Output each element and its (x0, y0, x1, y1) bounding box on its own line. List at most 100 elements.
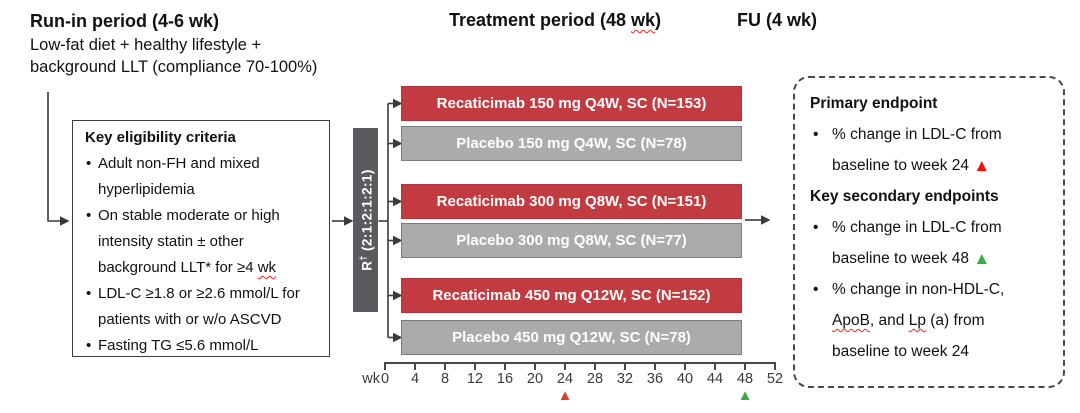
axis-tick-label: 4 (410, 371, 420, 387)
bullet-icon: • (813, 126, 819, 143)
bullet-icon: • (86, 207, 92, 224)
arm-bar-recaticimab-150mg-q4w: Recaticimab 150 mg Q4W, SC (N=153) (401, 86, 742, 121)
endpoint-text-wavy: ApoB (832, 312, 870, 329)
eligibility-text: background LLT* for ≥4 (98, 259, 258, 276)
eligibility-text: hyperlipidemia (98, 181, 195, 198)
runin-subtitle-line1: Low-fat diet + healthy lifestyle + (30, 36, 262, 54)
arm-bar-placebo-300mg-q8w: Placebo 300 mg Q8W, SC (N=77) (401, 223, 742, 258)
axis-tick (444, 362, 446, 370)
secondary-endpoints-title: Key secondary endpoints (810, 188, 999, 205)
axis-tick (504, 362, 506, 370)
randomization-label: R† (2:1:2:1:2:1) (357, 169, 374, 270)
axis-tick-label: 32 (616, 371, 634, 387)
randomization-bar: R† (2:1:2:1:2:1) (353, 128, 378, 312)
primary-endpoint-title: Primary endpoint (810, 95, 938, 112)
runin-elbow-arrow (47, 92, 70, 226)
eligibility-text: Adult non-FH and mixed (98, 155, 260, 172)
eligibility-criteria-box: Key eligibility criteria • Adult non-FH a… (72, 120, 330, 357)
endpoint-line: ApoB, and Lp (a) from (810, 305, 1055, 336)
treatment-period-header: Treatment period (48 wk) (415, 10, 695, 31)
eligibility-line: • On stable moderate or high (85, 203, 323, 229)
axis-tick (474, 362, 476, 370)
axis-tick (744, 362, 746, 370)
endpoint-text: % change in non-HDL-C, (832, 281, 1005, 298)
red-triangle-icon: ▲ (973, 156, 991, 175)
runin-title: Run-in period (4-6 wk) (30, 11, 219, 31)
axis-tick (624, 362, 626, 370)
eligibility-line: background LLT* for ≥4 wk (85, 255, 323, 281)
axis-tick-label: 36 (646, 371, 664, 387)
axis-unit-label: wk (362, 371, 380, 387)
randomization-ratio: (2:1:2:1:2:1) (358, 169, 374, 256)
endpoint-line: baseline to week 48 ▲ (810, 243, 1055, 274)
endpoint-line: baseline to week 24 (810, 336, 1055, 367)
bullet-icon: • (813, 281, 819, 298)
axis-tick (534, 362, 536, 370)
axis-tick (384, 362, 386, 370)
axis-tick-label: 52 (766, 371, 784, 387)
eligibility-line: hyperlipidemia (85, 177, 323, 203)
treatment-title-wavy-word: wk (631, 10, 656, 30)
eligibility-text: Fasting TG ≤5.6 mmol/L (98, 337, 259, 354)
eligibility-text: On stable moderate or high (98, 207, 280, 224)
eligibility-line: • Fasting TG ≤5.6 mmol/L (85, 333, 323, 359)
bullet-icon: • (86, 285, 92, 302)
endpoint-text: , and (869, 312, 909, 329)
treatment-title-close: ) (655, 10, 662, 30)
axis-tick-label: 16 (496, 371, 514, 387)
eligibility-text-wavy: wk (257, 259, 277, 276)
endpoint-line: baseline to week 24 ▲ (810, 150, 1055, 181)
axis-tick (684, 362, 686, 370)
axis-tick (774, 362, 776, 370)
eligibility-line: patients with or w/o ASCVD (85, 307, 323, 333)
eligibility-text: patients with or w/o ASCVD (98, 311, 282, 328)
week24-marker-triangle-icon: ▲ (557, 387, 573, 404)
axis-tick-label: 0 (380, 371, 390, 387)
randomization-r: R (358, 260, 374, 271)
eligibility-text: intensity statin ± other (98, 233, 244, 250)
arm-bar-placebo-150mg-q4w: Placebo 150 mg Q4W, SC (N=78) (401, 126, 742, 161)
bullet-icon: • (86, 155, 92, 172)
endpoint-text: % change in LDL-C from (832, 126, 1002, 143)
arm-bar-recaticimab-450mg-q12w: Recaticimab 450 mg Q12W, SC (N=152) (401, 278, 742, 313)
axis-tick-label: 28 (586, 371, 604, 387)
endpoint-text: baseline to week 24 (832, 343, 970, 360)
bullet-icon: • (813, 219, 819, 236)
axis-tick-label: 48 (736, 371, 754, 387)
week-axis-line (385, 362, 775, 364)
endpoint-line: • % change in LDL-C from (810, 212, 1055, 243)
axis-tick (654, 362, 656, 370)
endpoint-text-wavy: Lp (908, 312, 926, 329)
endpoint-text: baseline to week 48 (832, 250, 974, 267)
arm-bar-recaticimab-300mg-q8w: Recaticimab 300 mg Q8W, SC (N=151) (401, 184, 742, 219)
axis-tick-label: 40 (676, 371, 694, 387)
eligibility-line: • Adult non-FH and mixed (85, 151, 323, 177)
treatment-title-text: Treatment period (48 (448, 10, 632, 30)
endpoint-text: % change in LDL-C from (832, 219, 1002, 236)
week48-marker-triangle-icon: ▲ (737, 387, 753, 404)
endpoint-line: • % change in LDL-C from (810, 119, 1055, 150)
axis-tick-label: 24 (556, 371, 574, 387)
runin-subtitle-line2: background LLT (compliance 70-100%) (30, 58, 318, 76)
eligibility-text: LDL-C ≥1.8 or ≥2.6 mmol/L for (98, 285, 300, 302)
arm-bar-placebo-450mg-q12w: Placebo 450 mg Q12W, SC (N=78) (401, 320, 742, 355)
followup-header: FU (4 wk) (737, 10, 818, 30)
bullet-icon: • (86, 337, 92, 354)
eligibility-title: Key eligibility criteria (85, 129, 236, 146)
axis-tick (564, 362, 566, 370)
eligibility-line: • LDL-C ≥1.8 or ≥2.6 mmol/L for (85, 281, 323, 307)
eligibility-line: intensity statin ± other (85, 229, 323, 255)
axis-tick-label: 20 (526, 371, 544, 387)
axis-tick-label: 8 (440, 371, 450, 387)
runin-period-header: Run-in period (4-6 wk) Low-fat diet + he… (30, 8, 317, 78)
axis-tick (414, 362, 416, 370)
axis-tick-label: 12 (466, 371, 484, 387)
axis-tick (714, 362, 716, 370)
endpoint-text: baseline to week 24 (832, 157, 974, 174)
dagger-icon: † (357, 255, 368, 261)
endpoint-line: • % change in non-HDL-C, (810, 274, 1055, 305)
green-triangle-icon: ▲ (973, 249, 991, 268)
axis-tick (594, 362, 596, 370)
endpoint-text: (a) from (925, 312, 985, 329)
